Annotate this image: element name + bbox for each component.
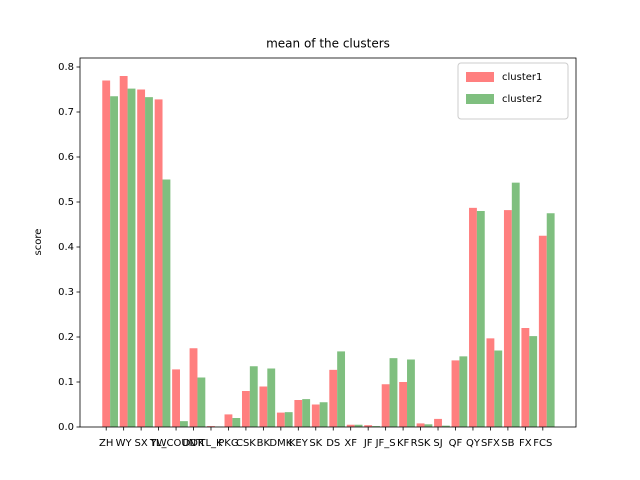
bar [319, 402, 328, 427]
bar [399, 382, 408, 427]
bar [372, 426, 380, 427]
bar [389, 358, 398, 427]
x-tick-label: PKG [218, 438, 238, 449]
bar [197, 377, 206, 427]
x-tick-label: JF_S [375, 438, 396, 449]
x-tick-label: SB [501, 438, 514, 449]
bar [302, 399, 311, 427]
bar [207, 426, 215, 427]
plot-frame [79, 57, 577, 428]
bar [102, 80, 111, 427]
x-tick-label: KF [397, 438, 410, 449]
legend-swatch [466, 72, 494, 82]
bar [337, 351, 346, 427]
bar [241, 391, 250, 427]
x-tick-label: TL_K [198, 438, 223, 449]
bar [476, 211, 485, 427]
bar [407, 359, 415, 427]
y-tick-label: 0.6 [58, 152, 74, 163]
x-tick-label: SX [135, 438, 148, 449]
bar [267, 368, 276, 427]
bar [416, 423, 425, 427]
bar [511, 182, 520, 427]
bar [119, 76, 128, 427]
bar [249, 366, 258, 427]
bar [294, 400, 303, 427]
x-tick-label: JF [363, 438, 373, 449]
bar [469, 207, 477, 427]
x-tick-label: QF [449, 438, 463, 449]
x-tick-label: FCS [533, 438, 552, 449]
bar [538, 235, 547, 427]
bar [424, 424, 433, 427]
y-tick-label: 0.5 [58, 197, 74, 208]
bar [284, 412, 293, 427]
x-tick-label: SFX [481, 438, 500, 449]
bar [329, 369, 338, 427]
x-tick-label: SJ [433, 438, 442, 449]
bar [162, 179, 171, 427]
y-axis-label: score [33, 229, 44, 256]
bar [546, 213, 555, 427]
bar [486, 338, 495, 427]
chart-title: mean of the clusters [266, 37, 390, 51]
bar [521, 328, 530, 427]
bar [276, 412, 285, 427]
x-tick-label: TL_COUNT [149, 438, 203, 449]
bar [441, 425, 450, 427]
bar [494, 350, 503, 427]
x-tick-label: DDK [183, 438, 205, 449]
y-tick-label: 0.8 [58, 62, 74, 73]
x-tick-label: BK [257, 438, 271, 449]
bar [127, 88, 136, 427]
legend-label: cluster2 [502, 94, 542, 105]
y-tick-label: 0.4 [58, 242, 74, 253]
x-tick-label: YW [150, 438, 167, 449]
x-tick-label: QY [466, 438, 481, 449]
bar [145, 97, 153, 428]
bar [259, 386, 268, 427]
x-tick-label: RSK [411, 438, 431, 449]
bar [381, 384, 390, 427]
bar [179, 421, 188, 427]
y-tick-label: 0.2 [58, 332, 74, 343]
bar [172, 369, 180, 427]
bar [232, 418, 241, 427]
x-tick-label: CSK [236, 438, 256, 449]
bar [364, 425, 373, 427]
bar [459, 356, 468, 427]
bar [346, 424, 355, 427]
bar [354, 424, 363, 427]
x-tick-label: ZH [99, 438, 113, 449]
x-tick-label: KEY [289, 438, 309, 449]
bar [451, 360, 460, 427]
x-tick-label: WY [116, 438, 133, 449]
x-tick-label: XF [344, 438, 357, 449]
y-tick-label: 0.3 [58, 287, 74, 298]
bar [434, 418, 442, 427]
x-tick-label: DS [326, 438, 340, 449]
x-tick-label: DMK [269, 438, 292, 449]
bar [189, 348, 198, 427]
y-tick-label: 0.0 [58, 422, 74, 433]
y-tick-label: 0.1 [58, 377, 74, 388]
x-tick-label: SK [309, 438, 322, 449]
bar [311, 404, 320, 427]
legend-swatch [466, 94, 494, 104]
x-tick-label: FX [519, 438, 532, 449]
bar [137, 89, 146, 427]
bar [110, 96, 118, 427]
bar [529, 336, 538, 427]
bar [154, 99, 163, 428]
bar [224, 414, 233, 427]
legend-label: cluster1 [502, 72, 542, 83]
bar [503, 210, 512, 427]
y-tick-label: 0.7 [58, 107, 74, 118]
